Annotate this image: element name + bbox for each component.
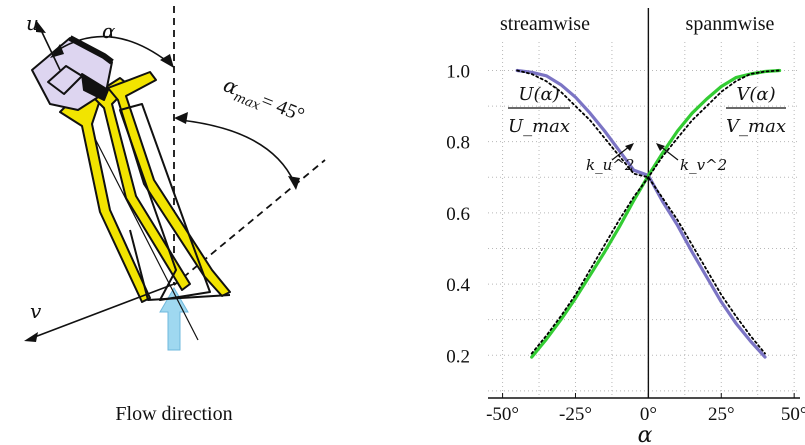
alpha-max-arc	[179, 119, 295, 183]
ku-label: k_u^2	[586, 156, 634, 174]
flow-direction-label: Flow direction	[115, 403, 232, 425]
svg-text:U_max: U_max	[508, 116, 570, 137]
x-tick-label: 0°	[640, 404, 657, 425]
y-tick-label: 0.2	[446, 346, 470, 367]
svg-text:αmax= 45°: αmax= 45°	[219, 72, 309, 130]
x-tick-label: 25°	[708, 404, 735, 425]
alpha-label: α	[102, 19, 116, 43]
alpha-max-arc-head-left-icon	[174, 112, 188, 124]
v-axis-label: v	[30, 299, 42, 323]
kv-arrowhead-icon	[656, 143, 665, 151]
kv-label: k_v^2	[680, 156, 727, 174]
u-axis-arrow	[39, 27, 61, 71]
y-tick-label: 1.0	[446, 61, 470, 82]
streamwise-label: streamwise	[500, 13, 590, 35]
u-axis-label: u	[26, 11, 39, 35]
series-line-1	[530, 68, 782, 359]
chart-ticks: -50° -25° 0° 25° 50° 0.2 0.4 0.6 0.8 1.0	[446, 61, 805, 425]
x-tick-label: 50°	[781, 404, 805, 425]
y-tick-label: 0.4	[446, 275, 470, 296]
ku-arrowhead-icon	[625, 143, 634, 151]
series-line-0	[515, 68, 767, 359]
series-line-3	[530, 69, 781, 355]
alpha-arc	[57, 35, 169, 63]
spanwise-label: spanmwise	[686, 13, 775, 35]
svg-text:U(α): U(α)	[518, 84, 559, 105]
probe-prongs	[59, 71, 231, 303]
chart-axes	[488, 8, 800, 399]
flow-arrow-icon	[159, 287, 189, 351]
x-tick-label: -25°	[559, 404, 592, 425]
chart: -50° -25° 0° 25° 50° 0.2 0.4 0.6 0.8 1.0 streamwi…	[446, 8, 805, 445]
y-tick-label: 0.6	[446, 204, 470, 225]
kv-arrow	[659, 145, 679, 161]
svg-text:V_max: V_max	[726, 116, 786, 137]
probe-schematic: Flow direction u v	[24, 6, 326, 425]
x-axis-label: α	[638, 423, 653, 445]
x-tick-label: -50°	[486, 404, 519, 425]
u-arrowhead-icon	[36, 20, 46, 33]
u-fraction-label: U(α) U_max	[508, 84, 570, 137]
alpha-max-dashed-line	[173, 159, 326, 286]
alpha-arc-head-left-icon	[50, 44, 64, 58]
alpha-max-arc-head-right-icon	[288, 176, 300, 190]
ku-arrow	[611, 145, 631, 161]
alpha-max-label: αmax= 45°	[219, 72, 309, 130]
chart-series	[515, 68, 782, 359]
v-arrowhead-icon	[24, 332, 38, 342]
v-fraction-label: V(α) V_max	[726, 84, 786, 137]
alpha-arc-head-right-icon	[160, 54, 174, 68]
svg-text:V(α): V(α)	[736, 84, 775, 105]
v-axis-arrow	[31, 283, 175, 339]
series-line-2	[516, 69, 766, 355]
y-tick-label: 0.8	[446, 133, 470, 154]
